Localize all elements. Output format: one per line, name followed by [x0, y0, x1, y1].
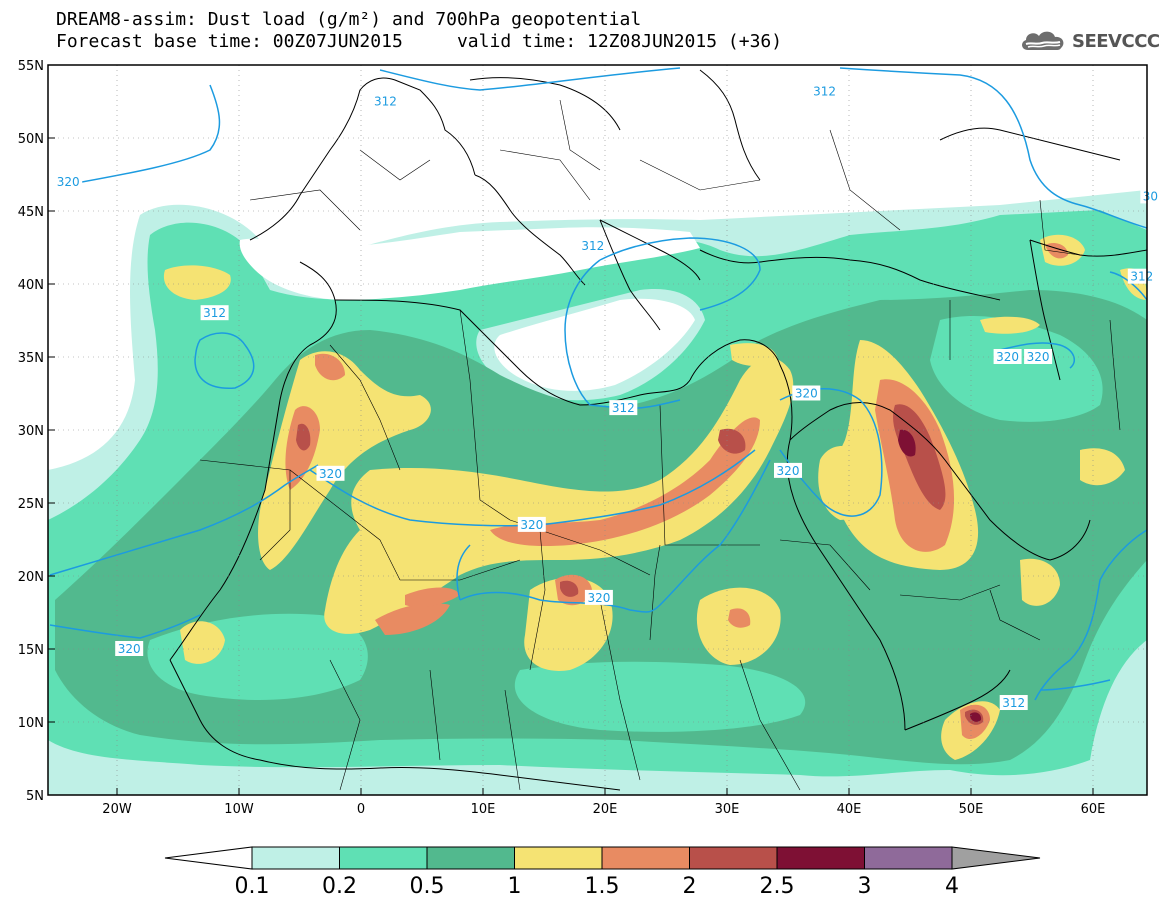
contour-label-bg [1024, 349, 1053, 364]
lon-label: 50E [959, 802, 984, 817]
contour-labels: 312 312 320 312 312 312 320 320 320 320 320 320 312 3… [54, 83, 1161, 711]
colorbar-swatch [339, 846, 428, 870]
colorbar-label: 3 [858, 874, 872, 899]
lon-label: 0 [357, 802, 365, 817]
colorbar-swatch [514, 846, 603, 870]
lat-label: 45N [18, 205, 44, 220]
colorbar-label: 0.5 [410, 874, 445, 899]
contour-label-bg [999, 695, 1028, 711]
contour-label-bg [316, 465, 345, 481]
colorbar-label: 2.5 [760, 874, 795, 899]
lat-label: 15N [18, 643, 44, 658]
contour-label-bg [578, 238, 607, 254]
contour-label-bg [1127, 268, 1156, 284]
colorbar-labels: 0.1 0.2 0.5 1 1.5 2 2.5 3 4 [235, 874, 960, 899]
contour-label: 320 [57, 175, 80, 189]
contour-label-bg [584, 589, 613, 605]
cloud-logo-icon [1022, 31, 1064, 50]
contour-label: 320 [520, 518, 543, 532]
colorbar-swatch [776, 846, 865, 870]
contour-label-bg [517, 516, 546, 532]
logo-text: SEEVCCC [1072, 30, 1160, 52]
colorbar-label: 4 [945, 874, 959, 899]
graticule [48, 65, 1147, 795]
contour-label-bg [792, 385, 821, 401]
contour-label-bg [371, 93, 400, 109]
lon-label: 10W [224, 802, 254, 817]
colorbar-swatch [864, 846, 953, 870]
lat-label: 40N [18, 278, 44, 293]
lat-label: 20N [18, 570, 44, 585]
contour-label: 312 [203, 306, 226, 320]
lat-label: 25N [18, 497, 44, 512]
lat-label: 10N [18, 716, 44, 731]
contour-label-bg [810, 83, 839, 99]
dust-field [48, 67, 1147, 795]
map-subtitle: Forecast base time: 00Z07JUN2015 valid t… [56, 31, 783, 52]
contour-label: 312 [374, 95, 397, 109]
colorbar-swatch [426, 846, 515, 870]
colorbar-swatch [689, 846, 778, 870]
contour-label: 312 [813, 84, 836, 98]
colorbar-label: 0.1 [235, 874, 270, 899]
contour-label: 320 [1027, 350, 1050, 364]
lat-label: 30N [18, 424, 44, 439]
contour-label: 30 [1143, 189, 1158, 203]
colorbar-label: 1.5 [585, 874, 620, 899]
lat-label: 50N [18, 132, 44, 147]
contour-label: 320 [118, 642, 141, 656]
lat-label: 5N [26, 789, 44, 804]
contour-label: 312 [1130, 270, 1153, 284]
latitude-labels: 55N 50N 45N 40N 35N 30N 25N 20N 15N 10N … [18, 59, 44, 804]
colorbar-label: 1 [508, 874, 522, 899]
lon-label: 10E [471, 802, 496, 817]
seevccc-logo: SEEVCCC [1018, 26, 1160, 56]
contour-label: 320 [996, 350, 1019, 364]
lon-label: 60E [1081, 802, 1106, 817]
map-title: DREAM8-assim: Dust load (g/m²) and 700hP… [56, 9, 642, 30]
contour-label: 312 [581, 239, 604, 253]
lon-label: 20E [593, 802, 618, 817]
colorbar-swatch [251, 846, 340, 870]
contour-label-bg [774, 462, 802, 478]
lat-label: 55N [18, 59, 44, 74]
lat-label: 35N [18, 351, 44, 366]
colorbar-upper-arrow [951, 846, 1041, 870]
contour-label-bg [115, 641, 144, 656]
colorbar-label: 2 [683, 874, 697, 899]
colorbar-swatch [601, 846, 690, 870]
colorbar-lower-arrow [164, 846, 253, 870]
contour-label: 312 [612, 401, 635, 415]
contour-label: 312 [1002, 696, 1025, 710]
lon-label: 30E [715, 802, 740, 817]
axis-ticks [48, 64, 1094, 796]
lon-label: 20W [102, 802, 132, 817]
colorbar [164, 846, 1041, 870]
contour-label-bg [54, 173, 83, 189]
longitude-labels: 20W 10W 0 10E 20E 30E 40E 50E 60E [102, 802, 1105, 817]
contour-label-bg [200, 305, 229, 321]
contour-label: 320 [777, 464, 800, 478]
contour-label-bg [609, 400, 638, 416]
colorbar-label: 0.2 [322, 874, 357, 899]
contour-label-bg [993, 349, 1022, 364]
lon-label: 40E [837, 802, 862, 817]
country-borders [199, 99, 1121, 791]
contour-label: 320 [319, 467, 342, 481]
contour-label: 320 [587, 591, 610, 605]
contour-label: 320 [795, 387, 818, 401]
contour-label-bg [1140, 188, 1161, 204]
